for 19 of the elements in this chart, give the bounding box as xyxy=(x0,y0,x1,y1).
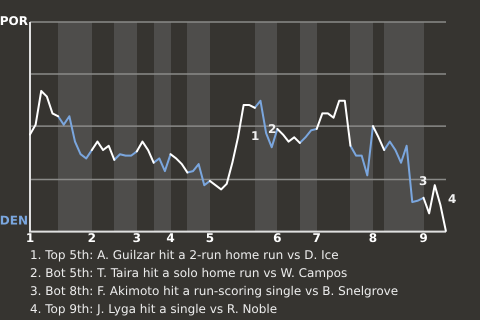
x-tick-label: 7 xyxy=(312,230,321,245)
x-tick-label: 3 xyxy=(132,230,141,245)
text: 1. Top 5th: A. Guilzar hit a 2-run home run vs D. Ice xyxy=(30,247,340,264)
x-tick-label: 8 xyxy=(368,230,378,245)
annotation: 2 xyxy=(268,122,276,136)
x-tick-label: 4 xyxy=(166,230,175,245)
text: DEN xyxy=(0,214,28,228)
text: 4 xyxy=(448,192,456,206)
x-tick-label: 9 xyxy=(419,230,428,245)
x-tick-label: 2 xyxy=(88,230,96,245)
text: POR xyxy=(0,14,28,28)
x-tick-label: 1 xyxy=(26,230,34,245)
text: 3. Bot 8th: F. Akimoto hit a run-scoring single vs B. Snelgrove xyxy=(30,283,400,300)
x-tick-label: 5 xyxy=(206,230,214,245)
text: 2. Bot 5th: T. Taira hit a solo home run vs W. Campos xyxy=(30,265,348,282)
annotation: 1 xyxy=(251,129,260,144)
annotation: 3 xyxy=(419,174,428,188)
x-tick-label: 6 xyxy=(273,230,282,245)
text: 4. Top 9th: J. Lyga hit a single vs R. Noble xyxy=(30,301,278,318)
